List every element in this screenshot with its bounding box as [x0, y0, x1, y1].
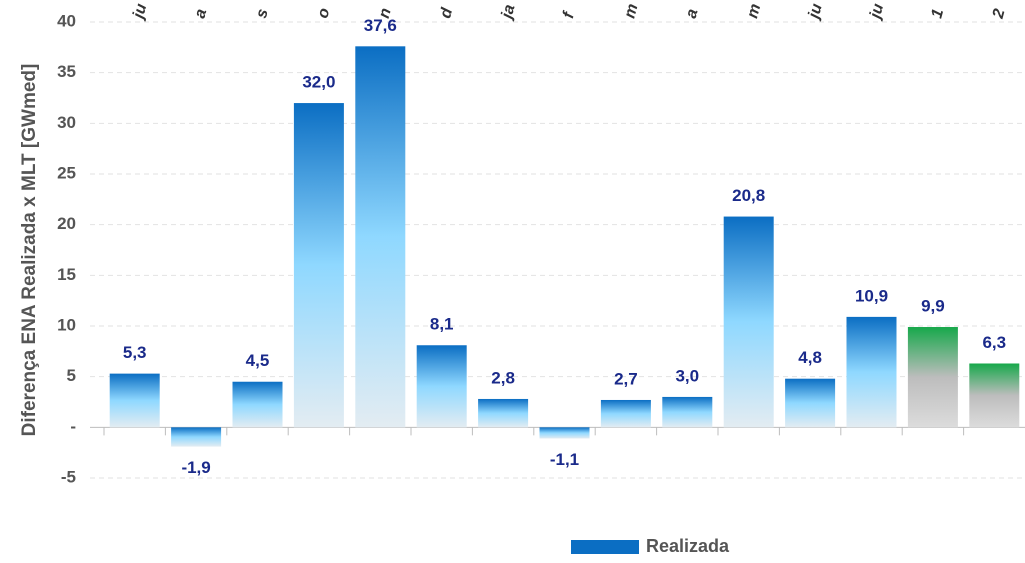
x-tick-label: ju [805, 2, 826, 22]
data-label: 3,0 [675, 366, 699, 385]
data-label: 4,8 [798, 348, 822, 367]
y-tick-label: 15 [57, 265, 76, 284]
data-label: 4,5 [246, 351, 270, 370]
bar [171, 427, 222, 447]
x-tick-label: o [314, 6, 333, 20]
data-label: 8,1 [430, 315, 454, 334]
y-tick-label: -5 [61, 467, 76, 486]
y-tick-label: 40 [57, 11, 76, 30]
bar [416, 345, 467, 428]
x-tick-label: a [683, 7, 702, 20]
data-label: -1,1 [550, 450, 579, 469]
x-tick-label: ju [130, 2, 151, 22]
bar [232, 381, 283, 428]
x-tick-label: f [560, 9, 578, 20]
legend-swatch [571, 540, 639, 554]
bar [969, 363, 1020, 428]
bar [785, 378, 836, 428]
data-label: 2,8 [491, 368, 515, 387]
data-label: -1,9 [181, 458, 210, 477]
y-axis-label: Diferença ENA Realizada x MLT [GWmed] [19, 64, 40, 437]
y-tick-label: 5 [67, 366, 76, 385]
data-label: 20,8 [732, 186, 765, 205]
data-label: 32,0 [302, 73, 335, 92]
bar [539, 427, 590, 439]
x-tick-label: 1 [928, 7, 947, 20]
bar [662, 396, 713, 428]
x-tick-label: ju [867, 2, 888, 22]
bar [478, 398, 529, 428]
data-label: 6,3 [982, 333, 1006, 352]
data-label: 10,9 [855, 286, 888, 305]
x-tick-label: n [376, 6, 395, 20]
x-tick-label: m [744, 2, 764, 20]
data-label: 37,6 [364, 16, 397, 35]
bar [355, 46, 406, 428]
data-label: 5,3 [123, 343, 147, 362]
bar [723, 216, 774, 428]
x-tick-label: s [253, 7, 272, 20]
legend-label: Realizada [646, 536, 730, 556]
data-label: 2,7 [614, 369, 638, 388]
x-tick-label: a [192, 7, 211, 20]
x-tick-label: ja [498, 3, 518, 22]
bar [109, 373, 160, 428]
x-tick-label: 2 [990, 7, 1009, 21]
bar [293, 103, 344, 428]
y-tick-label: 20 [57, 214, 76, 233]
y-tick-label: 25 [57, 163, 76, 182]
y-tick-label: 35 [57, 62, 76, 81]
y-tick-label: 10 [57, 315, 76, 334]
bar [600, 399, 651, 428]
x-tick-label: m [621, 2, 641, 20]
bar [907, 327, 958, 428]
bar [846, 316, 897, 428]
y-tick-label: - [70, 417, 76, 436]
y-tick-label: 30 [57, 113, 76, 132]
x-tick-label: d [437, 5, 456, 20]
data-label: 9,9 [921, 296, 945, 315]
